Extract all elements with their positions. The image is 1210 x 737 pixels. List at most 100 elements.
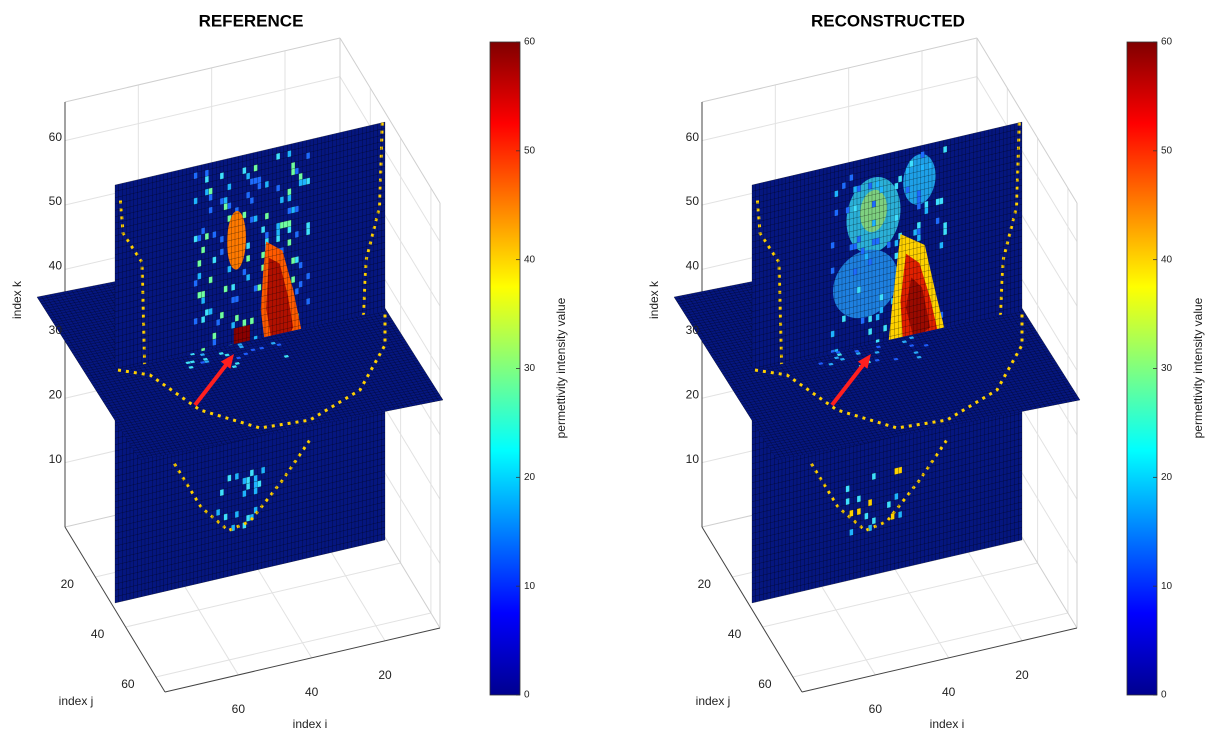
z-tick-label: 20: [49, 387, 63, 401]
voxel: [306, 221, 310, 230]
voxel: [246, 242, 250, 250]
voxel: [203, 360, 210, 364]
voxel: [250, 469, 254, 477]
voxel: [913, 350, 919, 355]
voxel: [864, 252, 869, 261]
voxel: [294, 256, 299, 264]
voxel: [868, 182, 872, 190]
voxel: [298, 179, 303, 187]
voxel: [246, 482, 250, 491]
voxel: [853, 268, 857, 276]
voxel: [916, 202, 921, 210]
voxel: [908, 343, 915, 348]
blob: [905, 277, 931, 340]
voxel: [216, 318, 220, 327]
voxel: [894, 239, 899, 247]
voxel: [204, 169, 209, 177]
voxel: [219, 311, 224, 319]
voxel: [253, 487, 258, 495]
voxel: [238, 345, 245, 349]
voxel: [894, 182, 899, 190]
voxel: [924, 207, 929, 215]
voxel: [909, 160, 914, 168]
voxel: [291, 276, 295, 284]
voxel: [253, 284, 258, 292]
voxel: [253, 481, 258, 489]
voxel: [875, 237, 880, 245]
voxel: [223, 203, 228, 211]
z-tick-label: 30: [686, 323, 700, 337]
y-tick-label: 40: [91, 627, 105, 641]
blob: [227, 210, 246, 270]
box-edge: [976, 37, 1078, 204]
z-tick-label: 60: [686, 130, 700, 144]
voxel: [219, 248, 224, 256]
voxel: [916, 221, 921, 229]
voxel: [204, 232, 209, 240]
voxel: [839, 357, 846, 361]
x-tick-label: 60: [232, 702, 246, 716]
voxel: [197, 259, 202, 268]
voxel: [212, 338, 217, 346]
voxel: [294, 167, 299, 175]
voxel: [943, 221, 947, 230]
voxel: [291, 256, 295, 265]
voxel: [294, 230, 299, 238]
voxel: [306, 177, 310, 185]
voxel: [279, 221, 284, 229]
voxel: [287, 219, 292, 228]
voxel: [227, 183, 232, 191]
voxel: [242, 319, 247, 327]
voxel: [306, 152, 310, 160]
chart-panel: 10 20 30 40 50 60 20 40 60 20 40 60 index k index j in…: [10, 11, 568, 731]
voxel: [298, 172, 303, 181]
colorbar-tick-label: 10: [524, 581, 536, 592]
voxel: [208, 307, 213, 316]
voxel: [246, 514, 250, 522]
voxel: [235, 356, 242, 360]
y-axis: [64, 526, 166, 693]
voxel: [246, 273, 250, 282]
y-tick-label: 20: [698, 577, 712, 591]
voxel: [856, 286, 861, 294]
voxel: [204, 175, 209, 183]
voxel: [257, 283, 262, 292]
arrow: [193, 363, 228, 407]
y-tick-label: 60: [758, 677, 772, 691]
voxel: [871, 219, 876, 227]
grid-line: [155, 612, 432, 678]
colorbar-label: permettivity intensity value: [554, 297, 568, 438]
voxel: [916, 227, 921, 236]
z-tick-label: 20: [686, 387, 700, 401]
voxel: [939, 241, 944, 249]
voxel: [291, 161, 295, 170]
colorbar-tick-label: 40: [1161, 254, 1173, 265]
grid-line: [762, 562, 1038, 628]
voxel: [276, 235, 280, 243]
voxel: [216, 508, 220, 517]
voxel: [905, 186, 910, 194]
grid-line: [339, 76, 441, 242]
colorbar-tick-label: 30: [524, 363, 536, 374]
colorbar-tick-label: 10: [1161, 581, 1173, 592]
boundary-dots: [757, 195, 781, 372]
voxel: [845, 485, 850, 493]
voxel: [231, 296, 235, 304]
voxel: [246, 476, 250, 484]
voxel: [871, 238, 876, 246]
voxel: [199, 353, 206, 357]
voxel: [845, 206, 850, 214]
voxel: [193, 172, 198, 180]
voxel: [853, 242, 857, 251]
voxel: [841, 182, 846, 190]
voxel: [223, 285, 228, 293]
voxel: [817, 361, 824, 366]
voxel: [924, 200, 929, 209]
voxel: [204, 188, 209, 196]
voxel: [253, 215, 258, 223]
voxel: [212, 256, 217, 264]
voxel: [202, 357, 209, 361]
voxel: [188, 365, 194, 369]
y-axis: [701, 526, 803, 693]
